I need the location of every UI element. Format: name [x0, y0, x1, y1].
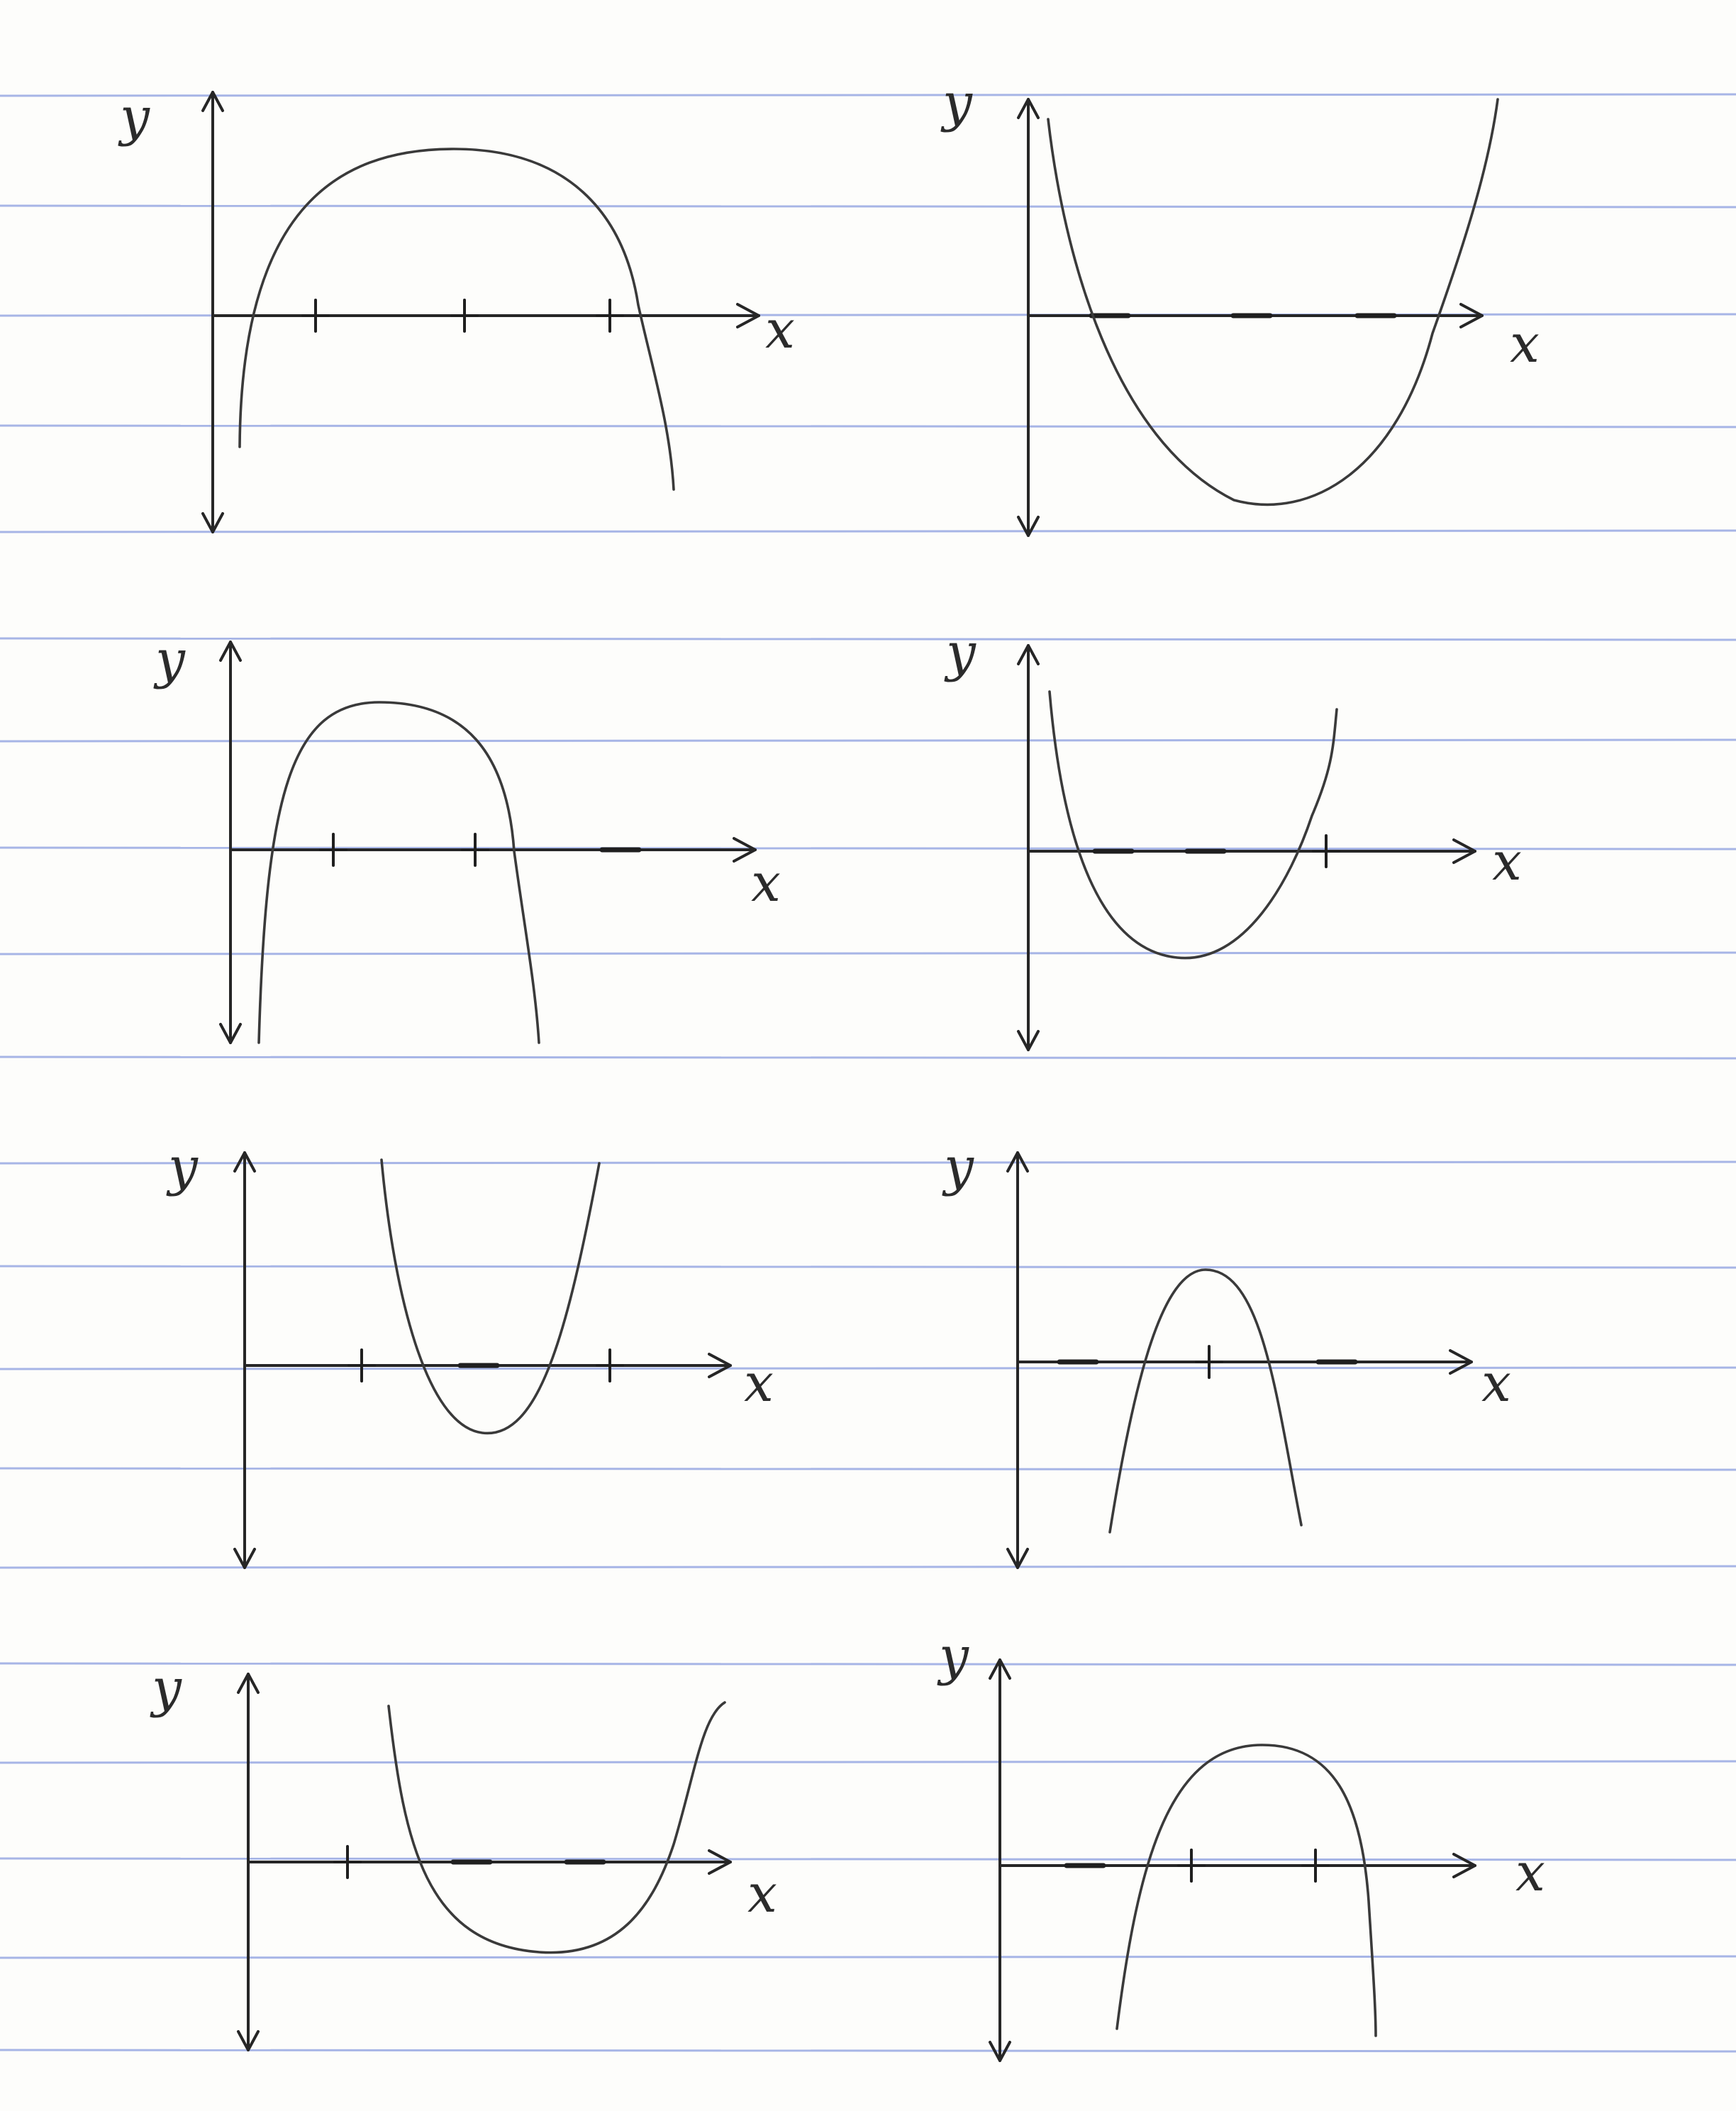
- ruled-line: [0, 1857, 1736, 1861]
- sketched-curve: [1115, 1744, 1377, 2037]
- sketched-curve: [1047, 98, 1499, 506]
- up-arrow-icon: [233, 1151, 256, 1173]
- down-arrow-icon: [1017, 516, 1040, 537]
- down-arrow-icon: [1006, 1548, 1029, 1569]
- x-axis-label: x: [744, 1353, 774, 1414]
- sketched-curve: [238, 148, 675, 491]
- right-arrow-icon: [1452, 1853, 1476, 1878]
- sign-chart-sketch: yx: [942, 1136, 1511, 1569]
- x-axis-label: x: [751, 853, 781, 914]
- ruled-line: [0, 1056, 1736, 1060]
- y-axis-label: y: [150, 1658, 182, 1719]
- x-axis-label: x: [1510, 314, 1540, 375]
- up-arrow-icon: [1017, 98, 1040, 119]
- x-axis-label: x: [1492, 831, 1522, 892]
- ruled-line: [0, 951, 1736, 955]
- down-arrow-icon: [233, 1548, 256, 1569]
- y-axis-label: y: [944, 622, 976, 683]
- down-arrow-icon: [219, 1023, 242, 1044]
- plus-sign-mark: [450, 299, 479, 333]
- up-arrow-icon: [237, 1673, 260, 1694]
- ruled-line: [0, 1760, 1736, 1764]
- right-arrow-icon: [736, 303, 760, 328]
- down-arrow-icon: [1017, 1030, 1040, 1051]
- sign-chart-sketch: yx: [940, 72, 1540, 537]
- x-axis-label: x: [1515, 1842, 1545, 1903]
- plus-sign-mark: [596, 299, 624, 333]
- y-axis-label: y: [940, 72, 973, 133]
- up-arrow-icon: [989, 1658, 1011, 1680]
- right-arrow-icon: [733, 837, 757, 863]
- x-axis-label: x: [747, 1863, 777, 1924]
- sketched-curve: [1048, 690, 1338, 960]
- ruled-line: [0, 738, 1736, 743]
- x-axis-label: x: [1481, 1353, 1511, 1414]
- y-axis-label: y: [942, 1136, 974, 1197]
- ruled-line: [0, 1565, 1736, 1569]
- y-axis-label: y: [937, 1626, 969, 1687]
- plus-sign-mark: [596, 1348, 624, 1383]
- up-arrow-icon: [201, 91, 224, 112]
- ruled-line: [0, 2049, 1736, 2053]
- ruled-line: [0, 1662, 1736, 1666]
- plus-sign-mark: [301, 299, 330, 333]
- ruled-line: [0, 93, 1736, 97]
- plus-sign-mark: [1312, 834, 1340, 868]
- plus-sign-mark: [461, 833, 489, 867]
- ruled-line: [0, 846, 1736, 851]
- ruled-line: [0, 1265, 1736, 1269]
- sketched-curve: [257, 701, 540, 1044]
- up-arrow-icon: [1017, 644, 1040, 665]
- right-arrow-icon: [708, 1849, 732, 1875]
- ruled-line: [0, 1955, 1736, 1959]
- up-arrow-icon: [1006, 1151, 1029, 1173]
- ruled-line: [0, 529, 1736, 533]
- down-arrow-icon: [201, 512, 224, 533]
- up-arrow-icon: [219, 641, 242, 662]
- ruled-line: [0, 204, 1736, 209]
- sign-chart-sketch: yx: [944, 622, 1522, 1051]
- plus-sign-mark: [1177, 1849, 1206, 1883]
- x-axis-label: x: [765, 299, 795, 360]
- sign-chart-sketch: yx: [166, 1136, 774, 1569]
- down-arrow-icon: [989, 2041, 1011, 2062]
- right-arrow-icon: [1449, 1349, 1473, 1375]
- ruled-line: [0, 637, 1736, 641]
- plus-sign-mark: [319, 833, 347, 867]
- right-arrow-icon: [1459, 303, 1484, 328]
- right-arrow-icon: [708, 1353, 732, 1378]
- right-arrow-icon: [1452, 838, 1476, 864]
- plus-sign-mark: [1301, 1849, 1330, 1883]
- y-axis-label: y: [118, 87, 150, 148]
- sketched-curve: [1108, 1268, 1303, 1534]
- plus-sign-mark: [347, 1348, 376, 1383]
- sketched-curve: [387, 1701, 726, 1954]
- ruled-line: [0, 1160, 1736, 1165]
- sketched-curve: [380, 1158, 601, 1435]
- sign-chart-sketch: yx: [118, 87, 795, 533]
- down-arrow-icon: [237, 2030, 260, 2051]
- sign-chart-sketch: yx: [153, 629, 781, 1044]
- sign-chart-sketch: yx: [150, 1658, 777, 2051]
- ruled-line: [0, 1467, 1736, 1471]
- y-axis-label: y: [166, 1136, 199, 1197]
- plus-sign-mark: [1195, 1345, 1223, 1379]
- sign-chart-sketch: yx: [937, 1626, 1545, 2062]
- ruled-line: [0, 424, 1736, 428]
- plus-sign-mark: [333, 1845, 362, 1879]
- y-axis-label: y: [153, 629, 186, 690]
- ruled-line: [0, 1366, 1736, 1370]
